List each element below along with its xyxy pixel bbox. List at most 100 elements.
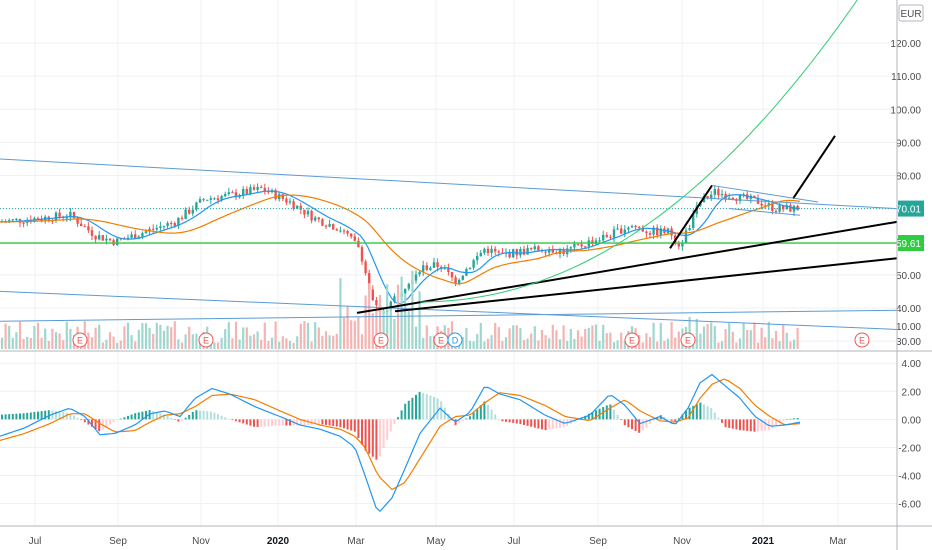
event-marker-E[interactable]: E (198, 332, 214, 348)
volume-bar (476, 334, 479, 349)
candle-body (98, 235, 101, 240)
volume-bar (346, 305, 349, 349)
volume-bar (566, 340, 569, 349)
volume-bar (69, 328, 72, 349)
volume-bar (591, 325, 594, 349)
volume-bar (15, 332, 18, 349)
macd-histogram-bar (663, 416, 666, 420)
candle-body (436, 262, 439, 267)
event-marker-E[interactable]: E (624, 332, 640, 348)
candle-body (314, 217, 317, 221)
event-marker-E[interactable]: E (854, 332, 870, 348)
macd-histogram-bar (739, 419, 741, 431)
volume-bar (342, 317, 346, 349)
parabolic-curve (419, 0, 858, 303)
candle-body (324, 225, 328, 227)
volume-bar (260, 339, 263, 349)
price-pane (0, 183, 897, 316)
macd-histogram-bar (350, 419, 353, 431)
event-marker-E[interactable]: E (433, 332, 449, 348)
event-label: E (685, 336, 691, 346)
macd-histogram-bar (544, 419, 547, 431)
volume-bar (490, 335, 493, 349)
macd-histogram-bar (105, 419, 108, 428)
macd-histogram-bar (278, 419, 281, 426)
volume-bar (195, 333, 198, 349)
macd-histogram-bar (469, 416, 471, 420)
candle-body (677, 242, 680, 247)
volume-bar (249, 335, 252, 349)
volume-bar (285, 338, 288, 349)
volume-bar (123, 326, 126, 349)
candle-body (735, 199, 738, 201)
candle-body (195, 202, 198, 210)
macd-histogram-bar (497, 419, 500, 420)
macd-histogram-bar (479, 405, 482, 420)
macd-histogram-bar (407, 400, 410, 420)
volume-bar (26, 336, 29, 349)
volume-bar (166, 325, 169, 349)
volume-bar (44, 328, 47, 349)
macd-histogram-bar (51, 410, 54, 420)
currency-badge[interactable]: EUR (898, 4, 924, 22)
black-leg-2 (792, 135, 836, 200)
candle-body (792, 205, 796, 212)
macd-histogram-bar (695, 404, 698, 420)
candle-body (40, 219, 43, 221)
macd-histogram-bar (220, 415, 223, 420)
macd-histogram-bar (548, 419, 551, 430)
volume-bar (504, 337, 508, 349)
volume-bar (51, 328, 54, 349)
candle-body (537, 246, 540, 251)
macd-histogram-bar (515, 419, 518, 424)
macd-histogram-bar (652, 419, 655, 421)
volume-bar (353, 320, 356, 349)
volume-bar (54, 332, 58, 349)
volume-bar (796, 328, 799, 349)
volume-bar (177, 339, 180, 349)
volume-bar (306, 322, 310, 349)
volume-bar (699, 333, 702, 349)
macd-histogram-bar (771, 419, 774, 429)
macd-histogram-bar (177, 419, 180, 422)
volume-bar (126, 322, 130, 349)
volume-bar (137, 329, 140, 349)
macd-histogram-bar (400, 410, 403, 420)
volume-bar (184, 334, 187, 349)
macd-histogram-bar (674, 419, 677, 423)
candle-body (681, 242, 684, 247)
volume-bar (468, 340, 472, 349)
candle-body (310, 210, 313, 221)
macd-histogram-bar (620, 419, 623, 421)
volume-bar (324, 331, 328, 349)
event-marker-E[interactable]: E (72, 332, 88, 348)
candle-body (353, 236, 356, 241)
candle-body (688, 228, 691, 231)
candle-body (166, 222, 169, 227)
event-marker-D[interactable]: D (447, 332, 463, 348)
volume-bar (105, 339, 108, 349)
macd-histogram-bar (760, 419, 763, 432)
candle-body (731, 197, 734, 200)
candle-body (425, 265, 428, 270)
current-price-tag: 70.01 (896, 200, 924, 217)
volume-bar (252, 334, 256, 349)
macd-histogram-bar (44, 410, 47, 420)
candle-body (753, 195, 756, 198)
volume-bar (767, 321, 770, 349)
macd-histogram-bar (537, 419, 540, 429)
candle-body (584, 246, 587, 248)
candle-body (483, 248, 486, 253)
x-tick-label: Jul (508, 536, 521, 547)
event-marker-E[interactable]: E (680, 332, 696, 348)
candle-body (317, 217, 320, 220)
candle-body (162, 226, 166, 228)
event-marker-E[interactable]: E (373, 332, 389, 348)
candle-body (296, 205, 299, 209)
x-tick-label: Mar (347, 536, 365, 547)
volume-bar (87, 332, 90, 349)
drawings[interactable] (0, 0, 898, 330)
candle-body (724, 193, 727, 199)
